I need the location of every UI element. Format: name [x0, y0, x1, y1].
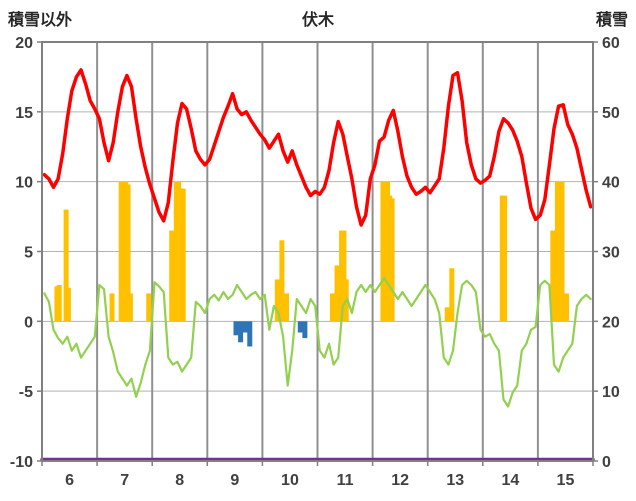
orange-bars	[334, 265, 340, 322]
orange-bars	[389, 198, 395, 322]
right-tick-label: 0	[602, 454, 611, 471]
orange-bars	[127, 293, 133, 322]
left-tick-label: -5	[19, 384, 33, 401]
x-axis-day-label: 10	[281, 472, 299, 489]
right-tick-label: 50	[602, 105, 620, 122]
orange-bars	[65, 287, 71, 322]
x-axis-day-label: 13	[446, 472, 464, 489]
right-tick-label: 10	[602, 384, 620, 401]
x-axis-day-label: 11	[337, 472, 354, 489]
orange-bars	[444, 307, 450, 322]
orange-bars	[284, 293, 290, 322]
orange-bars	[502, 195, 508, 322]
x-axis-day-label: 6	[65, 472, 74, 489]
blue-bars	[238, 321, 244, 343]
left-tick-label: 0	[24, 314, 33, 331]
green-line	[43, 276, 592, 408]
orange-bars	[125, 184, 131, 322]
x-axis-day-label: 15	[557, 472, 575, 489]
blue-bars	[297, 321, 303, 333]
orange-bars	[274, 279, 280, 322]
blue-bars	[242, 321, 248, 333]
orange-bars	[180, 188, 186, 322]
red-line-temperature	[42, 68, 593, 227]
orange-bars	[63, 209, 69, 322]
left-tick-label: 10	[15, 175, 33, 192]
right-tick-label: 20	[602, 314, 620, 331]
right-axis-title: 積雪	[595, 12, 628, 29]
left-axis-title: 積雪以外	[8, 12, 73, 29]
orange-bars	[449, 268, 455, 322]
left-tick-label: 15	[15, 105, 33, 122]
left-tick-label: 5	[24, 245, 33, 262]
x-axis-day-label: 8	[175, 472, 184, 489]
blue-bars	[302, 321, 308, 339]
orange-bars	[559, 181, 565, 322]
blue-bars	[233, 321, 239, 336]
orange-bars	[56, 285, 62, 322]
orange-bars	[550, 230, 556, 322]
orange-bars	[279, 240, 285, 322]
orange-bars	[146, 293, 152, 322]
orange-bars	[564, 293, 570, 322]
right-tick-label: 60	[602, 35, 620, 52]
orange-bars	[329, 293, 335, 322]
orange-bars	[169, 230, 175, 322]
x-axis-day-label: 12	[391, 472, 409, 489]
right-tick-label: 30	[602, 245, 620, 262]
orange-bars	[341, 230, 347, 322]
x-axis-day-label: 9	[230, 472, 239, 489]
right-tick-label: 40	[602, 175, 620, 192]
blue-bars	[247, 321, 253, 347]
left-tick-label: 20	[15, 35, 33, 52]
left-tick-label: -10	[10, 454, 33, 471]
chart-title: 伏木	[301, 12, 334, 29]
x-axis-day-label: 7	[120, 472, 129, 489]
x-axis-day-label: 14	[501, 472, 519, 489]
orange-bars	[109, 293, 115, 322]
